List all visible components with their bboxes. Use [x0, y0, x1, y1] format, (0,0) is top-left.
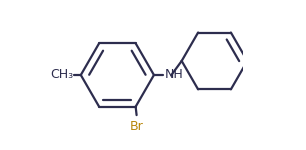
- Text: CH₃: CH₃: [50, 69, 73, 81]
- Text: Br: Br: [130, 120, 144, 133]
- Text: NH: NH: [164, 69, 183, 81]
